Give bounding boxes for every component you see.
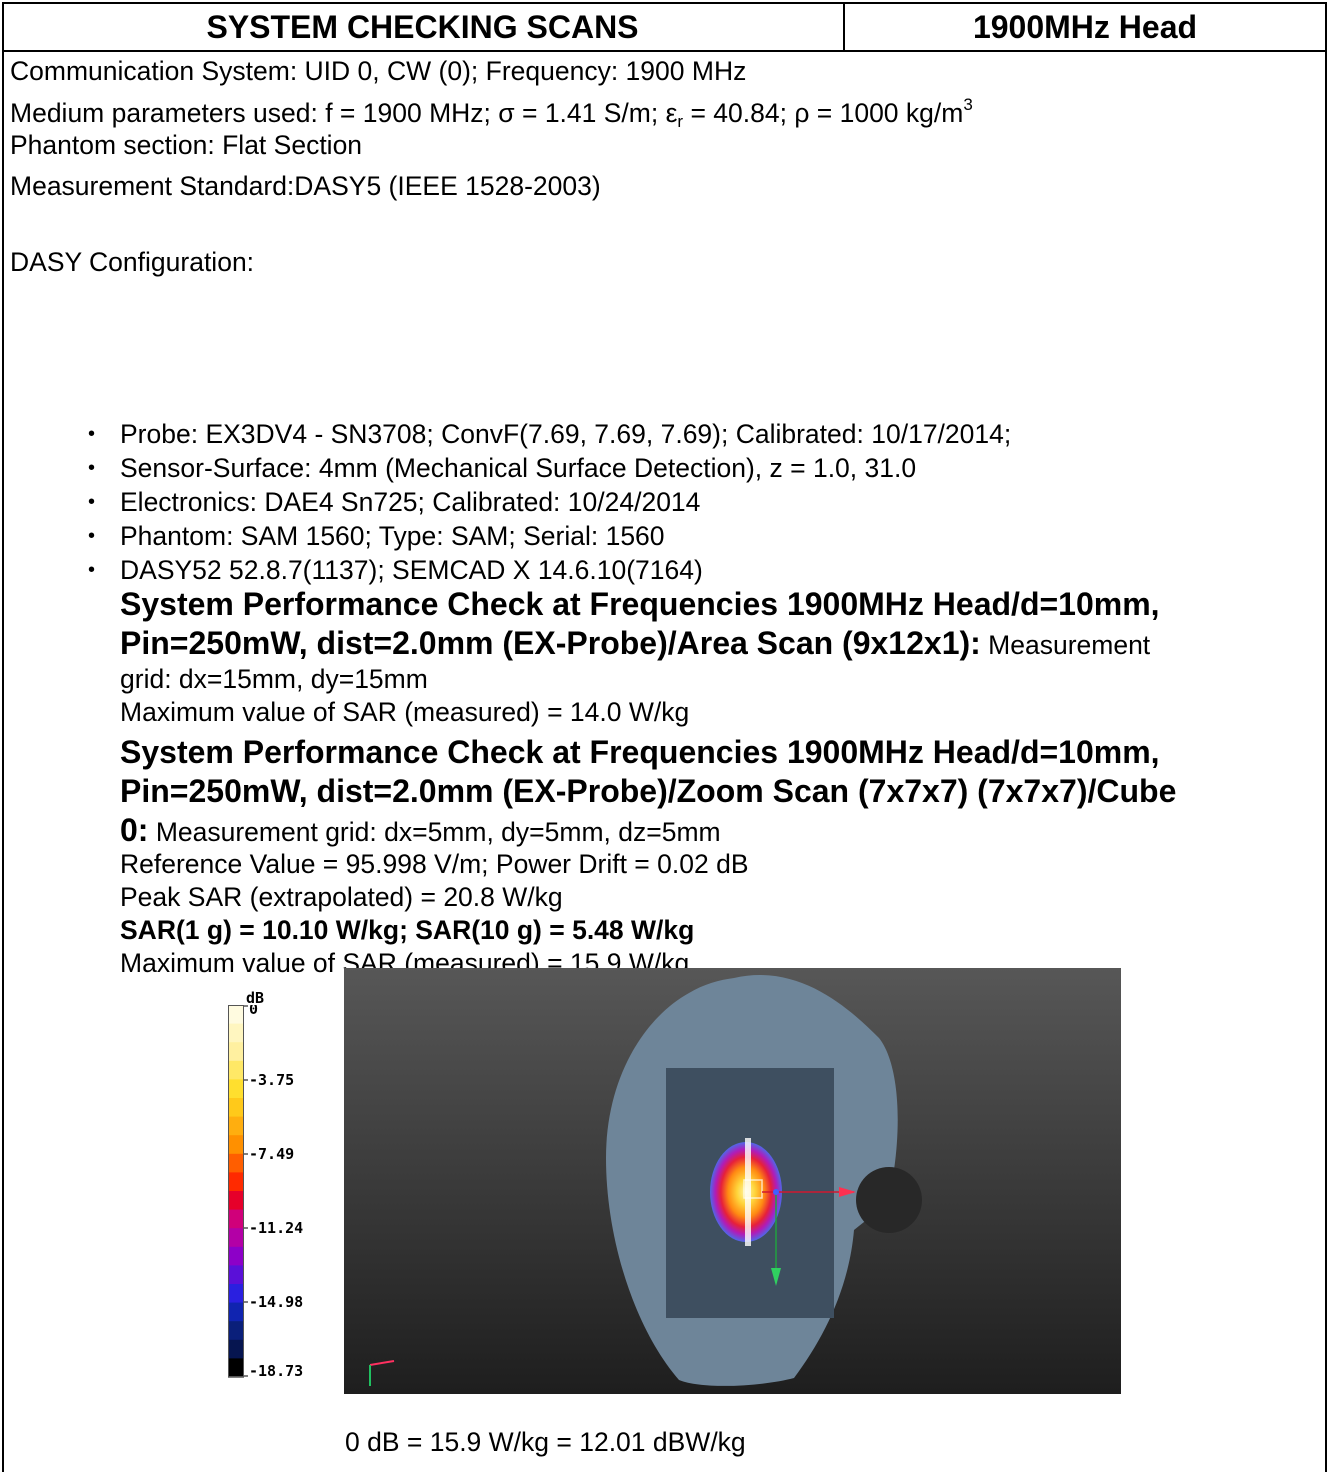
probe-dot: [773, 1189, 779, 1195]
zoom-scan-reference: Reference Value = 95.998 V/m; Power Drif…: [120, 849, 749, 879]
colorbar-segment: [228, 1060, 244, 1080]
colorbar-segment: [228, 1116, 244, 1136]
page-title: SYSTEM CHECKING SCANS: [2, 4, 845, 50]
colorbar-segment: [228, 1098, 244, 1118]
colorbar-tick-label: 0: [249, 1005, 258, 1018]
db-reference: 0 dB = 15.9 W/kg = 12.01 dBW/kg: [345, 1427, 746, 1457]
colorbar-border: [228, 1005, 244, 1377]
colorbar-unit: dB: [246, 989, 265, 1007]
zoom-scan-title-line2: Pin=250mW, dist=2.0mm (EX-Probe)/Zoom Sc…: [120, 773, 1177, 809]
bullet-icon: •: [88, 559, 96, 581]
colorbar-segment: [228, 1191, 244, 1211]
origin-x-axis: [369, 1360, 395, 1366]
colorbar-segment: [228, 1246, 244, 1266]
colorbar-segment: [228, 1172, 244, 1192]
phantom-notch: [856, 1167, 922, 1233]
medium-parameters-line: Medium parameters used: f = 1900 MHz; σ …: [10, 95, 973, 131]
bullet-icon: •: [88, 525, 96, 547]
colorbar-tick-label: -11.24: [249, 1219, 303, 1237]
y-axis-arrowhead: [771, 1268, 781, 1286]
colorbar-segment: [228, 1135, 244, 1155]
colorbar-segment: [228, 1023, 244, 1043]
colorbar-segment: [228, 1153, 244, 1173]
colorbar-tick-label: -3.75: [249, 1071, 294, 1089]
hotspot-center-line: [745, 1138, 751, 1246]
communication-system-line: Communication System: UID 0, CW (0); Fre…: [10, 56, 747, 86]
header-table: SYSTEM CHECKING SCANS 1900MHz Head: [2, 2, 1327, 52]
area-scan-grid: grid: dx=15mm, dy=15mm: [120, 664, 428, 694]
colorbar-segment: [228, 1042, 244, 1062]
probe-box: [743, 1179, 763, 1199]
area-scan-max-sar: Maximum value of SAR (measured) = 14.0 W…: [120, 697, 690, 727]
zoom-scan-grid: 0: Measurement grid: dx=5mm, dy=5mm, dz=…: [120, 812, 721, 848]
colorbar-segment: [228, 1302, 244, 1322]
colorbar-segment: [228, 1005, 244, 1025]
zoom-scan-title-line1: System Performance Check at Frequencies …: [120, 734, 1160, 770]
colorbar-segment: [228, 1079, 244, 1099]
colorbar-segment: [228, 1284, 244, 1304]
colorbar-segment: [228, 1209, 244, 1229]
measurement-standard-line: Measurement Standard:DASY5 (IEEE 1528-20…: [10, 171, 601, 201]
zoom-scan-peak-sar: Peak SAR (extrapolated) = 20.8 W/kg: [120, 882, 563, 912]
colorbar-tick-label: -18.73: [249, 1362, 303, 1380]
colorbar: 0 -3.75 -7.49 -11.24 -14.98 -18.73: [228, 1005, 303, 1380]
colorbar-segment: [228, 1321, 244, 1341]
colorbar-segment: [228, 1265, 244, 1285]
colorbar-tick-label: -7.49: [249, 1145, 294, 1163]
dasy-config-heading: DASY Configuration:: [10, 247, 255, 277]
colorbar-segment: [228, 1228, 244, 1248]
colorbar-segment: [228, 1339, 244, 1359]
x-axis-arrowhead: [839, 1187, 856, 1197]
band-label: 1900MHz Head: [972, 9, 1198, 45]
area-scan-title-line2: Pin=250mW, dist=2.0mm (EX-Probe)/Area Sc…: [120, 625, 1151, 661]
colorbar-tick-label: -14.98: [249, 1293, 303, 1311]
bullet-icon: •: [88, 457, 96, 479]
bullet-icon: •: [88, 491, 96, 513]
phantom-section-line: Phantom section: Flat Section: [10, 130, 363, 160]
area-scan-title-line1: System Performance Check at Frequencies …: [120, 586, 1160, 622]
colorbar-segment: [228, 1358, 244, 1378]
zoom-scan-sar-result: SAR(1 g) = 10.10 W/kg; SAR(10 g) = 5.48 …: [120, 915, 695, 945]
sar-scan-image: [344, 968, 1121, 1394]
bullet-icon: •: [88, 423, 96, 445]
